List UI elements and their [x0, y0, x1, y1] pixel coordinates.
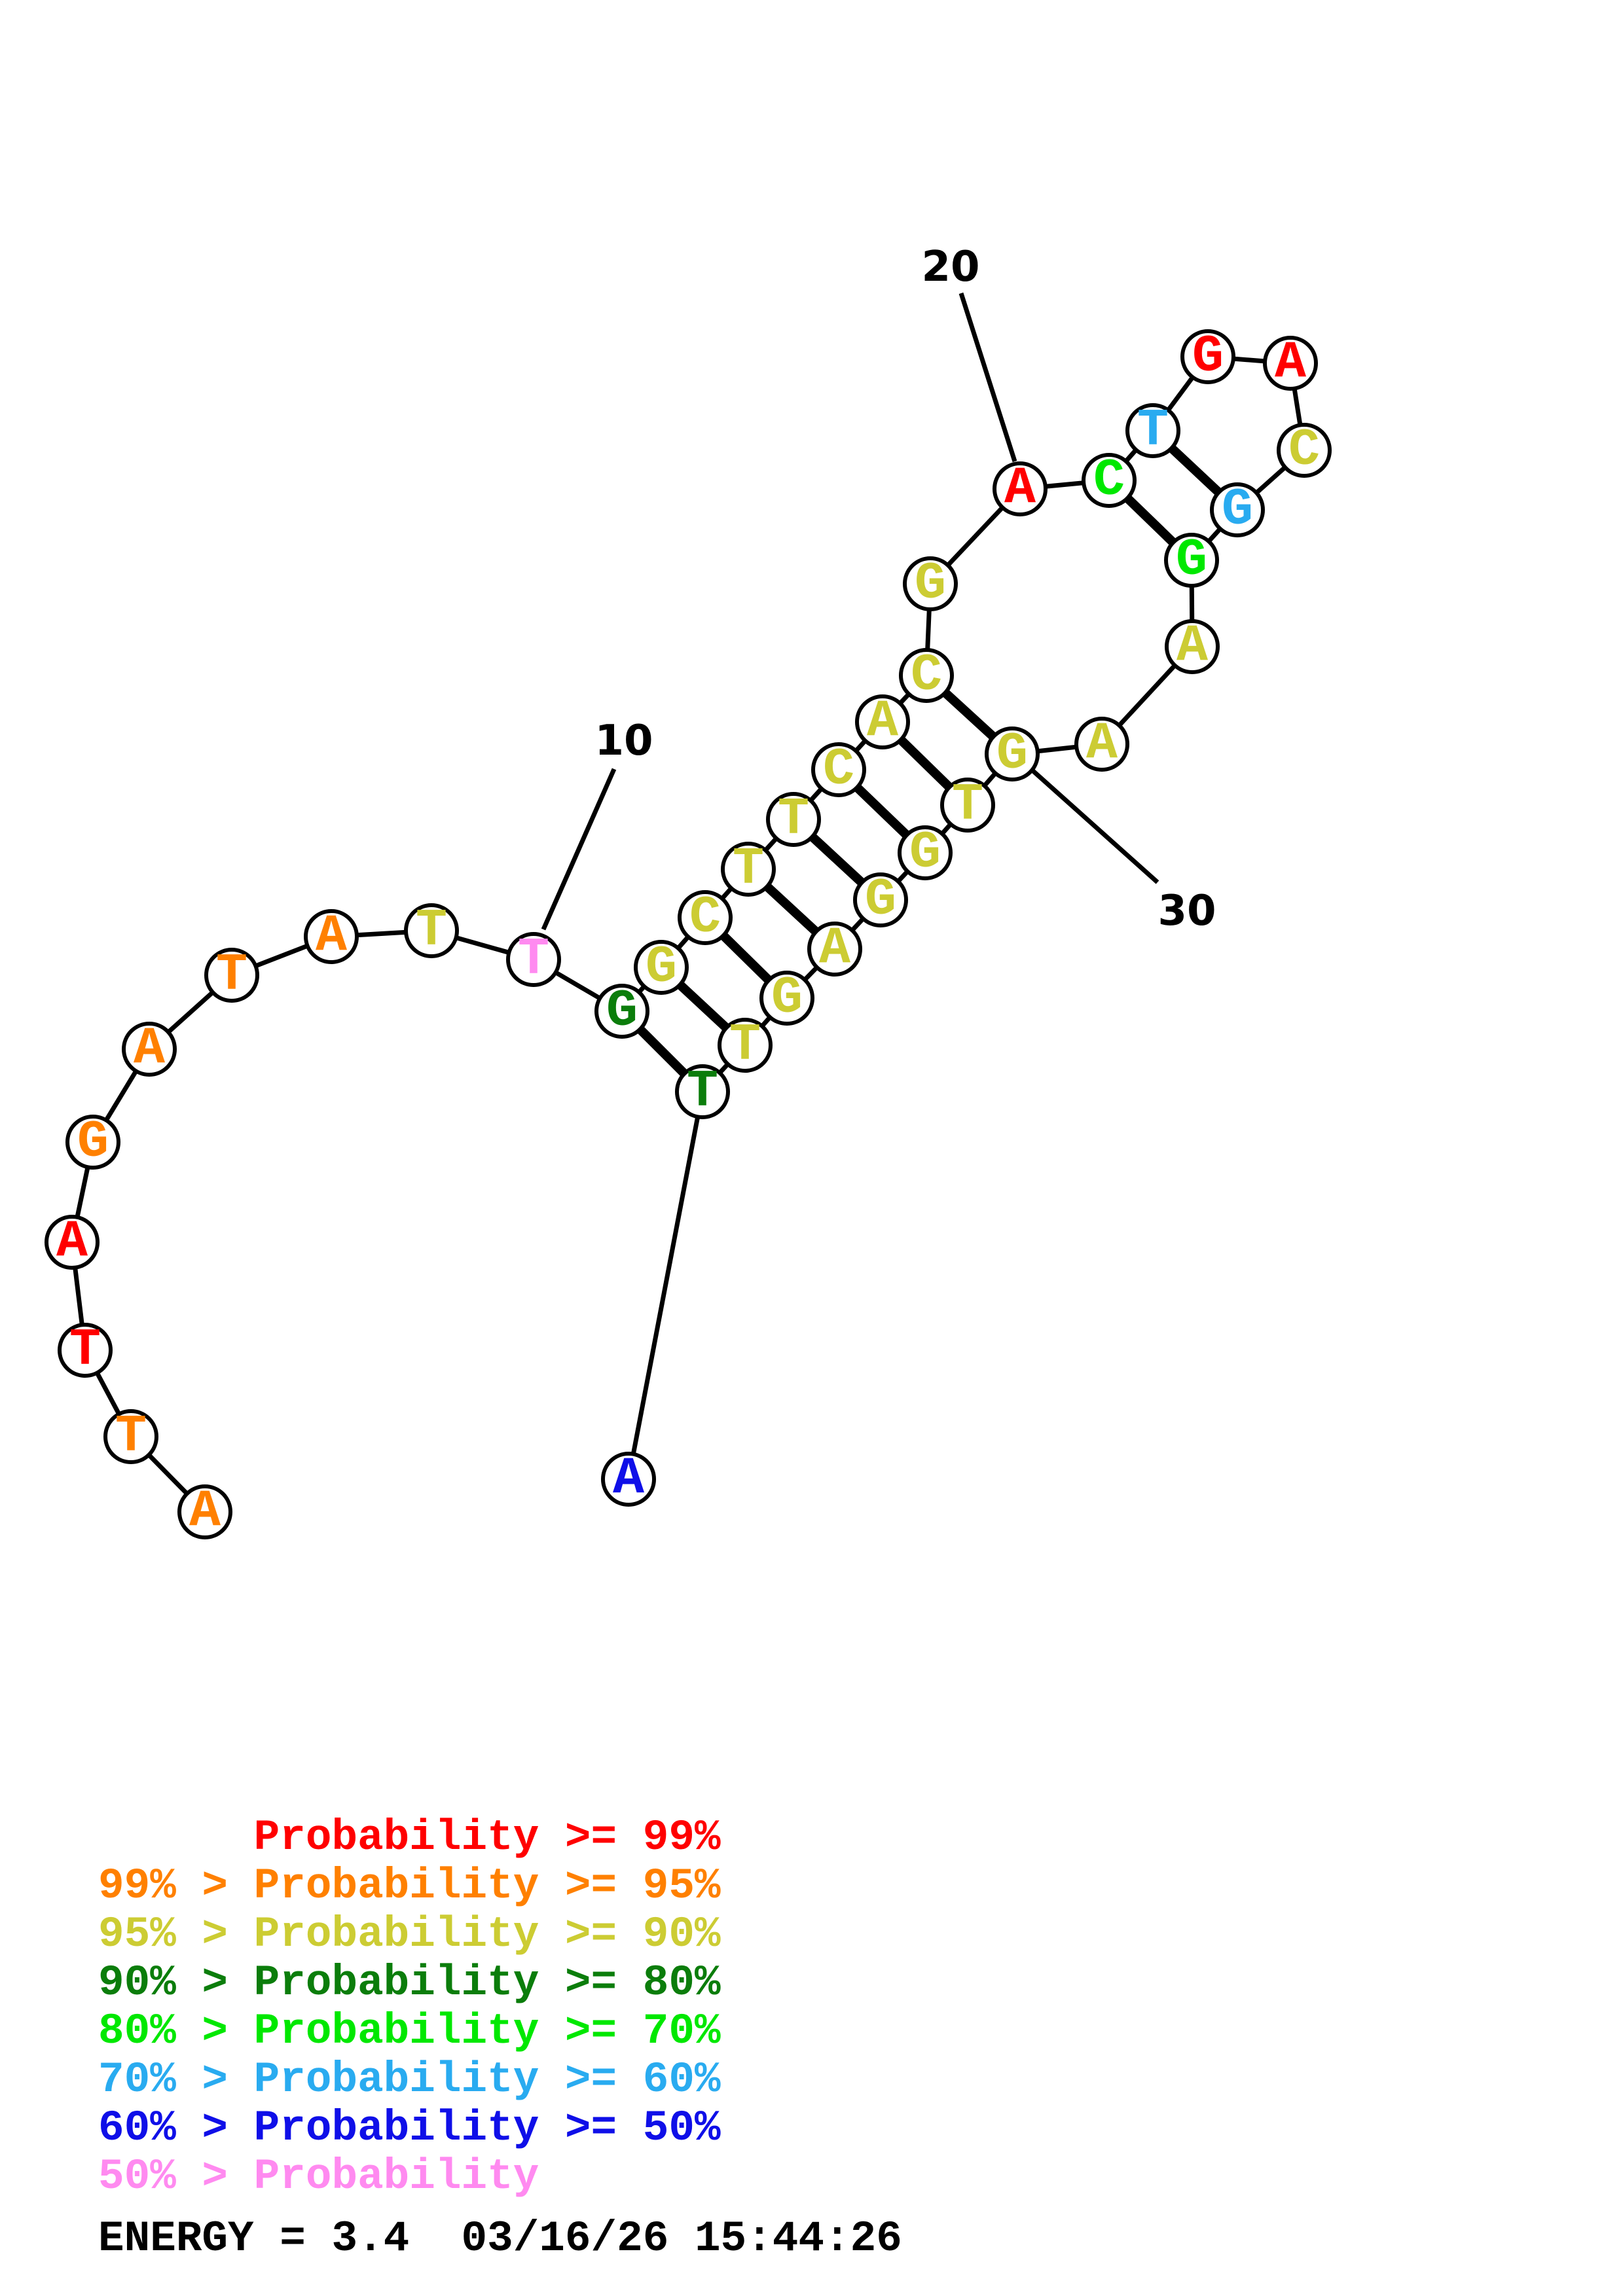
- probability-legend: Probability >= 99% 99% > Probability >= 9…: [98, 1814, 721, 2201]
- nucleotide-letter-14: T: [733, 840, 764, 899]
- nucleotide-letter-38: A: [613, 1450, 645, 1509]
- nucleotide-letter-2: T: [115, 1407, 147, 1467]
- sequence-number-label: 20: [921, 243, 979, 291]
- nucleotide-letter-23: G: [1192, 327, 1224, 387]
- nucleotide-letter-22: T: [1137, 401, 1169, 461]
- nucleotide-letter-18: C: [911, 646, 942, 706]
- sequence-number-label: 30: [1158, 887, 1216, 935]
- nucleotide-letter-3: T: [69, 1321, 101, 1380]
- nucleotide-circle-11: [594, 984, 649, 1039]
- nucleotide-circle-26: [1210, 482, 1265, 537]
- nucleotide-circle-16: [811, 742, 866, 797]
- nucleotide-circle-28: [1165, 619, 1220, 674]
- nucleotide-circle-32: [898, 825, 953, 880]
- nucleotide-letter-30: G: [996, 725, 1028, 784]
- nucleotide-letter-36: T: [729, 1016, 761, 1075]
- nucleotide-letter-12: G: [646, 938, 677, 997]
- nucleotide-letter-32: G: [909, 823, 941, 883]
- nucleotide-letter-34: A: [819, 920, 851, 979]
- nucleotide-circle-6: [122, 1022, 177, 1077]
- nucleotide-letter-26: G: [1222, 480, 1253, 540]
- nucleotide-circle-29: [1074, 717, 1129, 772]
- nucleotide-circle-23: [1180, 329, 1235, 384]
- nucleotide-circle-13: [678, 890, 733, 945]
- legend-row: 90% > Probability >= 80%: [98, 1958, 721, 2007]
- legend-row: 99% > Probability >= 95%: [98, 1861, 721, 1910]
- nucleotide-circle-8: [304, 909, 359, 964]
- sequence-number-label: 10: [594, 717, 653, 765]
- legend-row: 95% > Probability >= 90%: [98, 1910, 721, 1959]
- nucleotide-circle-37: [675, 1064, 730, 1119]
- nucleotide-letter-11: G: [606, 982, 638, 1041]
- nucleotide-circle-20: [993, 461, 1048, 516]
- legend-row: 70% > Probability >= 60%: [98, 2055, 721, 2104]
- nucleotide-letter-16: C: [823, 740, 854, 800]
- legend-row: 50% > Probability: [98, 2152, 539, 2201]
- nucleotide-letter-7: T: [216, 946, 247, 1005]
- nucleotide-circle-1: [177, 1484, 232, 1539]
- nucleotide-circle-5: [65, 1115, 120, 1170]
- nucleotide-letter-17: A: [867, 692, 899, 752]
- nucleotide-circle-2: [103, 1409, 158, 1464]
- nucleotide-circle-24: [1263, 336, 1318, 391]
- nucleotide-circle-17: [855, 694, 910, 749]
- sequence-number-pointer-line: [1031, 769, 1159, 884]
- nucleotide-circle-19: [903, 556, 958, 611]
- nucleotide-letter-13: C: [689, 888, 721, 948]
- nucleotide-circle-21: [1082, 453, 1137, 508]
- nucleotide-letter-5: G: [77, 1113, 109, 1172]
- nucleotide-letter-29: A: [1086, 715, 1118, 774]
- legend-row: Probability >= 99%: [98, 1813, 721, 1862]
- nucleotide-letter-21: C: [1093, 451, 1125, 511]
- nucleotide-letter-1: A: [189, 1482, 221, 1542]
- nucleotide-circle-31: [940, 778, 995, 833]
- nucleotide-letter-20: A: [1004, 459, 1036, 519]
- nucleotide-circle-33: [853, 872, 908, 927]
- nucleotide-circle-22: [1125, 403, 1180, 458]
- nucleotide-circle-15: [766, 792, 821, 847]
- nucleotide-letter-15: T: [778, 790, 809, 850]
- nucleotide-letter-24: A: [1275, 334, 1307, 393]
- sequence-number-pointer-line: [541, 768, 617, 931]
- nucleotide-letter-9: T: [416, 901, 447, 961]
- nucleotide-letter-6: A: [134, 1020, 166, 1079]
- nucleotide-circle-7: [204, 948, 259, 1003]
- nucleotide-circle-30: [985, 726, 1040, 781]
- nucleotide-letter-8: A: [316, 907, 348, 967]
- nucleotide-circle-18: [899, 648, 954, 703]
- nucleotide-circle-34: [807, 922, 862, 977]
- nucleotide-circle-38: [601, 1452, 656, 1507]
- nucleotide-circle-25: [1277, 423, 1332, 478]
- legend-row: 80% > Probability >= 70%: [98, 2007, 721, 2056]
- nucleotide-circle-12: [634, 940, 689, 995]
- nucleotide-letter-35: G: [771, 969, 803, 1028]
- nucleotide-circle-27: [1164, 533, 1219, 588]
- nucleotide-letter-33: G: [865, 870, 896, 930]
- nucleotide-letter-37: T: [687, 1062, 718, 1122]
- nucleotide-circle-14: [721, 842, 776, 897]
- sequence-number-pointer-line: [958, 292, 1017, 463]
- nucleotide-circle-3: [58, 1323, 113, 1378]
- nucleotide-circle-9: [404, 903, 459, 958]
- nucleotide-letter-25: C: [1288, 421, 1320, 480]
- backbone-bond: [626, 1091, 705, 1480]
- nucleotide-circle-36: [718, 1018, 773, 1073]
- nucleotide-letter-19: G: [915, 554, 946, 614]
- nucleotide-letter-27: G: [1176, 531, 1207, 590]
- nucleotide-letter-31: T: [952, 776, 983, 835]
- legend-row: 60% > Probability >= 50%: [98, 2104, 721, 2153]
- nucleotide-circle-35: [759, 971, 814, 1026]
- energy-line: ENERGY = 3.4 03/16/26 15:44:26: [98, 2214, 902, 2263]
- nucleotide-letter-10: T: [518, 930, 549, 990]
- nucleotide-circle-4: [45, 1215, 100, 1270]
- nucleotide-letter-4: A: [56, 1213, 88, 1272]
- nucleotide-letter-28: A: [1176, 617, 1209, 677]
- nucleotide-circle-10: [506, 932, 561, 987]
